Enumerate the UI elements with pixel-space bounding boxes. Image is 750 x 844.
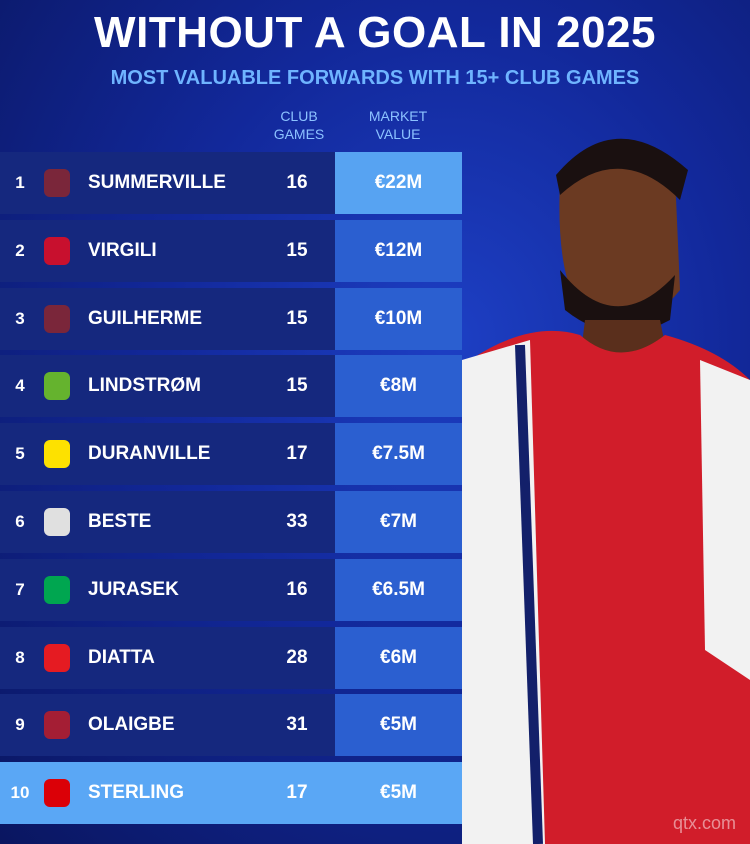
club-games: 16 — [286, 578, 308, 600]
club-games: 17 — [286, 443, 308, 465]
club-games: 28 — [286, 646, 308, 668]
rank: 5 — [15, 444, 25, 464]
table-row: 3 GUILHERME 15 €10M — [0, 287, 462, 350]
market-value: €5M — [380, 782, 417, 804]
table-row: 7 JURASEK 16 €6.5M — [0, 558, 462, 621]
market-value: €7.5M — [372, 443, 425, 465]
value-background — [335, 355, 462, 418]
table-row: 8 DIATTA 28 €6M — [0, 626, 462, 689]
player-name: JURASEK — [88, 578, 179, 600]
club-logo — [44, 236, 70, 265]
club-games: 15 — [286, 307, 308, 329]
table-row: 5 DURANVILLE 17 €7.5M — [0, 423, 462, 486]
market-value: €7M — [380, 511, 417, 532]
subtitle: MOST VALUABLE FORWARDS WITH 15+ CLUB GAM… — [110, 67, 640, 89]
watermark: qtx.com — [672, 813, 736, 833]
market-value: €10M — [374, 307, 423, 329]
rank: 3 — [15, 308, 25, 328]
rank: 4 — [15, 376, 25, 396]
value-background — [335, 423, 462, 486]
rank: 1 — [15, 173, 25, 192]
rank: 10 — [10, 783, 30, 803]
player-name: SUMMERVILLE — [88, 172, 226, 193]
club-logo — [44, 575, 70, 604]
value-background — [335, 287, 462, 350]
club-logo — [44, 169, 70, 197]
club-logo — [44, 304, 70, 333]
table-row: 9 OLAIGBE 31 €5M — [0, 694, 462, 757]
club-games: 15 — [286, 375, 308, 397]
player-name: STERLING — [88, 782, 185, 804]
player-name: OLAIGBE — [88, 714, 175, 736]
rank: 9 — [15, 715, 25, 735]
club-logo — [44, 779, 70, 808]
rank: 6 — [15, 512, 25, 531]
column-header: CLUB GAMES — [273, 108, 325, 142]
rank: 8 — [15, 647, 25, 667]
rank: 2 — [15, 240, 25, 260]
value-background — [335, 219, 462, 282]
column-header: MARKET VALUE — [368, 108, 428, 142]
title: WITHOUT A GOAL IN 2025 — [94, 8, 656, 57]
club-games: 33 — [286, 511, 308, 532]
market-value: €5M — [380, 714, 417, 736]
club-logo — [44, 440, 70, 469]
value-background — [335, 558, 462, 621]
market-value: €6M — [380, 646, 417, 668]
value-background — [335, 762, 462, 825]
player-name: BESTE — [88, 511, 152, 532]
club-logo — [44, 508, 70, 536]
player-name: DURANVILLE — [88, 443, 211, 465]
market-value: €6.5M — [372, 578, 425, 600]
value-background — [335, 626, 462, 689]
player-name: GUILHERME — [88, 307, 202, 329]
club-games: 16 — [286, 172, 308, 193]
club-games: 31 — [286, 714, 308, 736]
club-games: 15 — [286, 239, 308, 261]
table-row: 10 STERLING 17 €5M — [0, 762, 462, 825]
table-row: 6 BESTE 33 €7M — [0, 491, 462, 553]
table-row: 1 SUMMERVILLE 16 €22M — [0, 152, 462, 214]
market-value: €12M — [374, 239, 423, 261]
value-background — [335, 152, 462, 214]
club-logo — [44, 372, 70, 401]
player-name: DIATTA — [88, 646, 155, 668]
rank: 7 — [15, 579, 25, 599]
player-name: LINDSTRØM — [88, 375, 201, 397]
market-value: €22M — [374, 172, 423, 193]
club-logo — [44, 643, 70, 672]
table-row: 4 LINDSTRØM 15 €8M — [0, 355, 462, 418]
player-name: VIRGILI — [88, 239, 157, 261]
table-row: 2 VIRGILI 15 €12M — [0, 219, 462, 282]
market-value: €8M — [380, 375, 417, 397]
value-background — [335, 491, 462, 553]
club-logo — [44, 711, 70, 740]
value-background — [335, 694, 462, 757]
club-games: 17 — [286, 782, 308, 804]
